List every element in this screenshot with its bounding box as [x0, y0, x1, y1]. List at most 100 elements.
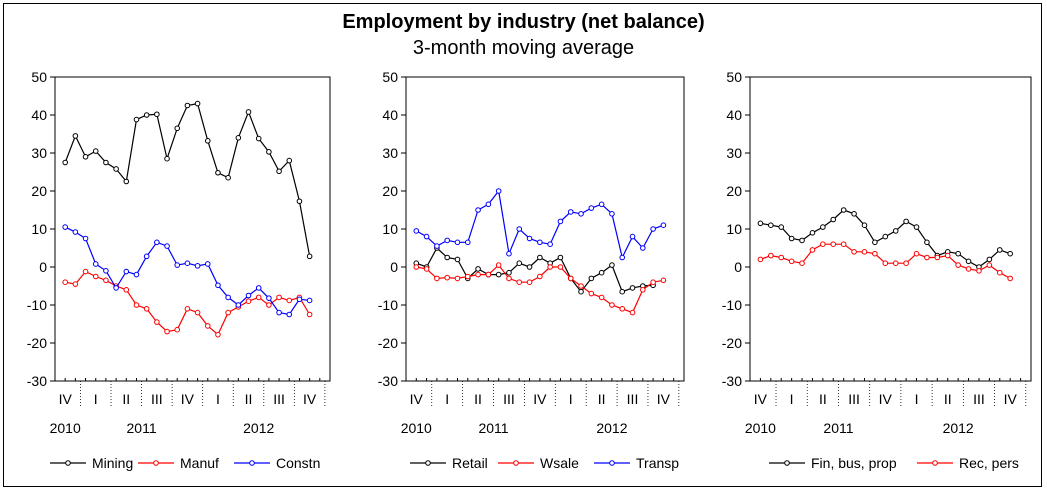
data-point	[92, 148, 99, 154]
data-point	[286, 311, 293, 318]
data-point	[619, 306, 626, 312]
data-point	[799, 260, 805, 267]
chart-subtitle: 3-month moving average	[412, 37, 635, 59]
year-label: 2011	[478, 420, 508, 436]
data-point	[809, 230, 816, 236]
quarter-label: II	[598, 391, 606, 407]
data-point	[276, 294, 282, 301]
series-line-wsale	[416, 264, 664, 314]
data-point	[464, 239, 471, 246]
y-tick-label: 40	[31, 107, 47, 123]
data-point	[154, 111, 160, 118]
data-point	[986, 262, 993, 268]
quarter-label: II	[245, 391, 253, 407]
y-tick-label: 50	[31, 69, 47, 85]
year-label: 2012	[243, 420, 274, 436]
data-point	[913, 224, 920, 230]
data-point	[92, 273, 99, 280]
data-point	[629, 285, 636, 291]
data-point	[92, 261, 99, 267]
quarter-label: IV	[754, 391, 768, 407]
data-point	[840, 241, 847, 247]
legend-label: Rec, pers	[959, 455, 1019, 471]
data-point	[62, 279, 68, 286]
data-point	[276, 168, 282, 175]
data-point	[619, 254, 626, 261]
data-point	[296, 198, 303, 205]
data-point	[537, 239, 543, 246]
data-point	[194, 100, 201, 107]
data-point	[296, 296, 303, 303]
data-point	[133, 116, 140, 123]
data-point	[133, 271, 140, 278]
data-point	[154, 239, 160, 246]
data-point	[820, 241, 826, 247]
y-tick-label: -30	[27, 373, 47, 389]
data-point	[1007, 250, 1013, 257]
data-point	[913, 250, 920, 257]
y-tick-label: 40	[726, 107, 742, 123]
data-point	[235, 302, 242, 308]
data-point	[286, 297, 293, 304]
y-tick-label: -30	[722, 373, 742, 389]
data-point	[892, 260, 899, 267]
quarter-label: III	[151, 391, 163, 407]
data-point	[955, 262, 961, 268]
year-label: 2012	[943, 420, 974, 436]
data-point	[892, 228, 899, 234]
data-point	[965, 258, 972, 265]
year-label: 2010	[401, 420, 432, 436]
data-point	[444, 274, 450, 281]
chart-frame	[3, 3, 1042, 487]
data-point	[629, 233, 636, 240]
data-point	[526, 235, 533, 242]
data-point	[154, 319, 160, 325]
y-tick-label: -10	[378, 297, 398, 313]
quarter-label: IV	[1004, 391, 1018, 407]
data-point	[861, 222, 868, 228]
data-point	[413, 264, 420, 270]
data-point	[557, 254, 564, 261]
data-point	[464, 273, 471, 280]
data-point	[944, 252, 951, 259]
data-point	[266, 149, 272, 155]
legend-label: Retail	[452, 455, 488, 471]
data-point	[557, 264, 564, 270]
data-point	[454, 275, 461, 282]
data-point	[475, 271, 481, 278]
y-tick-label: -20	[722, 335, 742, 351]
data-point	[215, 331, 221, 338]
data-point	[72, 229, 79, 235]
y-tick-label: 10	[382, 221, 398, 237]
quarter-label: II	[122, 391, 130, 407]
y-tick-label: 40	[382, 107, 398, 123]
data-point	[82, 235, 89, 242]
data-point	[143, 253, 150, 260]
data-point	[133, 302, 140, 308]
data-point	[588, 290, 595, 297]
data-point	[567, 275, 574, 282]
data-point	[113, 166, 119, 172]
y-tick-label: 0	[390, 259, 398, 275]
data-point	[245, 109, 252, 115]
data-point	[82, 154, 89, 160]
quarter-label: IV	[303, 391, 317, 407]
y-tick-label: -10	[722, 297, 742, 313]
data-point	[194, 263, 201, 269]
data-point	[830, 216, 837, 223]
data-point	[588, 205, 595, 211]
y-tick-label: 10	[31, 221, 47, 237]
data-point	[778, 254, 785, 261]
series-line-retail	[416, 247, 654, 293]
data-point	[547, 264, 553, 270]
data-point	[306, 297, 313, 304]
legend-label: Manuf	[180, 455, 219, 471]
data-point	[475, 266, 481, 272]
data-point	[588, 275, 595, 282]
data-point	[276, 309, 282, 316]
legend-marker	[609, 460, 615, 466]
data-point	[768, 252, 774, 259]
quarter-label: IV	[533, 391, 547, 407]
data-point	[72, 281, 79, 287]
